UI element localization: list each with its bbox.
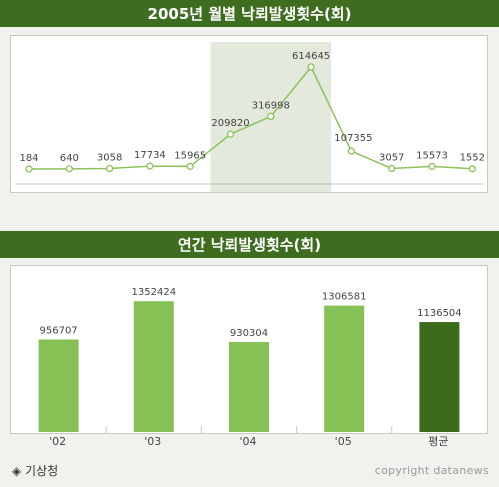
copyright-label: copyright datanews xyxy=(374,464,489,477)
data-label: 640 xyxy=(60,153,79,164)
data-point xyxy=(226,130,235,138)
data-point xyxy=(347,147,356,155)
data-label: 184 xyxy=(19,153,38,164)
data-point xyxy=(307,63,315,71)
data-label: 15965 xyxy=(174,150,206,161)
bar-chart: 956707 1352424 930304 1306581 1136504 xyxy=(38,287,462,433)
data-label: 930304 xyxy=(230,328,268,339)
data-point xyxy=(267,112,275,121)
data-label: 17734 xyxy=(134,150,166,161)
average-bar xyxy=(419,322,460,432)
data-point xyxy=(428,162,436,171)
data-label: 15573 xyxy=(416,150,448,161)
data-point xyxy=(186,162,194,171)
data-point xyxy=(146,162,154,170)
data-label: 316998 xyxy=(252,100,290,111)
x-tick-label: 평균 xyxy=(428,435,448,448)
bar-chart-panel: 956707 1352424 930304 1306581 1136504 xyxy=(10,265,488,434)
bar xyxy=(38,339,79,432)
data-label: 1136504 xyxy=(417,308,462,319)
data-label: 614645 xyxy=(292,51,330,62)
data-point xyxy=(65,165,73,173)
data-point xyxy=(468,165,476,173)
data-point xyxy=(105,164,114,173)
data-point xyxy=(25,165,33,173)
x-tick-label: '05 xyxy=(335,435,352,448)
data-label: 107355 xyxy=(334,133,372,144)
line-chart: 1841월6402월3058월177344월159655월2098206월316… xyxy=(15,42,485,192)
line-chart-title: 2005년 월별 낙뢰발생횟수(회) xyxy=(0,0,499,27)
data-label: 956707 xyxy=(40,325,78,336)
data-label: 1306581 xyxy=(322,292,367,303)
line-chart-panel: 1841월6402월3058월177344월159655월2098206월316… xyxy=(10,35,488,193)
source-label: ◈ 기상청 xyxy=(12,464,59,478)
data-label: 3057 xyxy=(379,152,404,163)
bar-chart-title: 연간 낙뢰발생횟수(회) xyxy=(0,231,499,258)
data-label: 1552 xyxy=(460,153,485,164)
x-tick-label: '03 xyxy=(144,435,161,448)
data-label: 3058 xyxy=(97,152,122,163)
x-tick-label: '02 xyxy=(49,435,66,448)
bar xyxy=(133,301,174,432)
data-label: 209820 xyxy=(211,118,249,129)
data-label: 1352424 xyxy=(132,287,177,298)
bar-x-axis: '02 '03 '04 '05 평균 xyxy=(49,435,448,448)
data-point xyxy=(388,164,396,173)
series-line xyxy=(28,65,473,170)
x-tick-label: '04 xyxy=(239,435,256,448)
bar xyxy=(229,342,269,432)
bar xyxy=(324,305,365,432)
